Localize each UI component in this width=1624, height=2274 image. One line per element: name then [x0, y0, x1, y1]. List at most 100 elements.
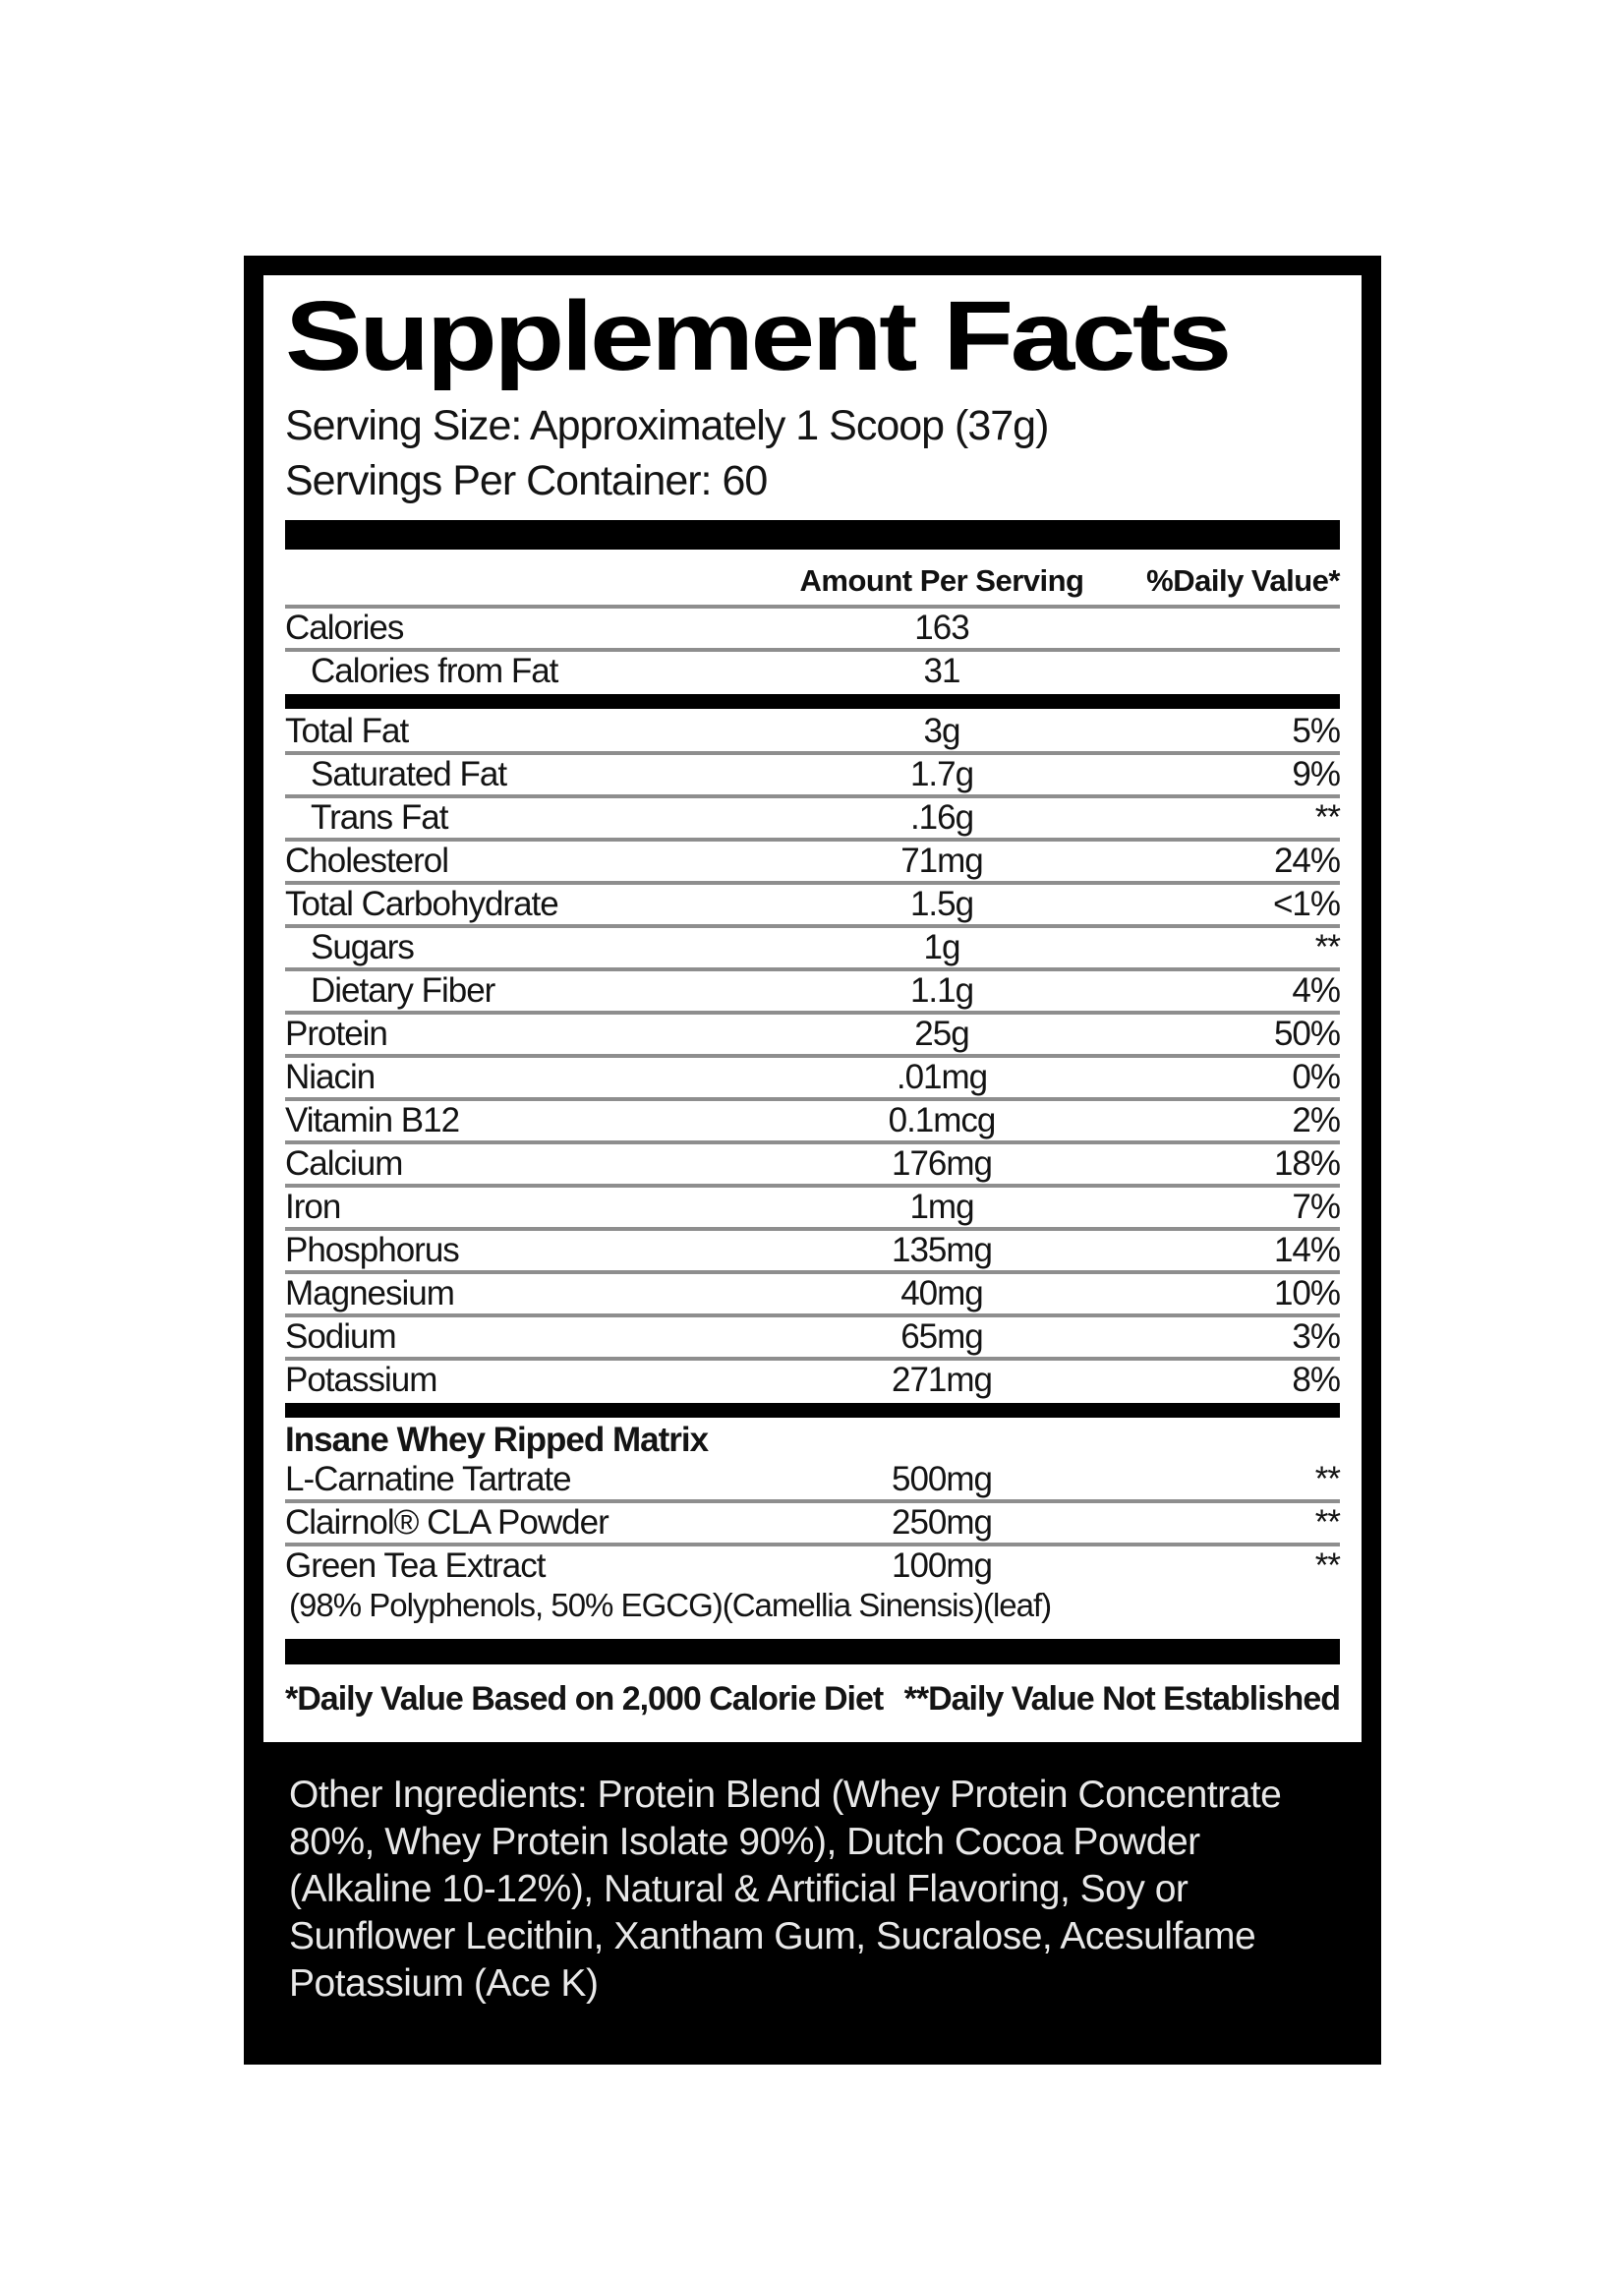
row-name: Vitamin B12: [285, 1101, 460, 1139]
row-amount: 250mg: [891, 1503, 993, 1542]
thick-divider-top: [285, 520, 1340, 550]
row-separator: [285, 1227, 1340, 1231]
table-row: Saturated Fat 1.7g 9%: [285, 755, 1341, 794]
table-row: Green Tea Extract 100mg **: [285, 1546, 1341, 1586]
row-separator: [285, 1054, 1340, 1058]
row-daily-value: <1%: [1272, 885, 1341, 923]
table-row: Magnesium 40mg 10%: [285, 1274, 1341, 1313]
table-row: Total Fat 3g 5%: [285, 712, 1341, 751]
table-row: Protein 25g 50%: [285, 1015, 1341, 1054]
table-row: Phosphorus 135mg 14%: [285, 1231, 1341, 1270]
table-row: Vitamin B12 0.1mcg 2%: [285, 1101, 1341, 1140]
table-row: Potassium 271mg 8%: [285, 1361, 1341, 1400]
row-daily-value: **: [1314, 928, 1341, 966]
row-separator: [285, 967, 1340, 971]
row-separator: [285, 1270, 1340, 1274]
row-separator: [285, 751, 1340, 755]
table-row: Trans Fat .16g **: [285, 798, 1341, 838]
row-name: Potassium: [285, 1361, 437, 1399]
row-separator: [285, 1357, 1340, 1361]
facts-panel: Supplement Facts Serving Size: Approxima…: [263, 275, 1362, 1742]
row-amount: 65mg: [900, 1317, 984, 1356]
supplement-facts-label: Supplement Facts Serving Size: Approxima…: [244, 256, 1381, 2065]
table-row: Iron 1mg 7%: [285, 1188, 1341, 1227]
header-separator: [285, 605, 1340, 609]
row-amount: 1g: [923, 928, 961, 966]
row-amount: 1.7g: [909, 755, 974, 793]
row-amount: 1.5g: [909, 885, 974, 923]
row-daily-value: **: [1314, 798, 1341, 837]
row-amount: 1mg: [909, 1188, 974, 1226]
row-amount: 71mg: [900, 842, 984, 880]
row-amount: 25g: [914, 1015, 969, 1053]
row-daily-value: 5%: [1292, 712, 1341, 750]
nutrition-table-body: Calories 163 Calories from Fat 31 Total …: [285, 609, 1341, 1629]
row-name: Sodium: [285, 1317, 397, 1356]
row-name: Protein: [285, 1015, 388, 1053]
table-row: Total Carbohydrate 1.5g <1%: [285, 885, 1341, 924]
row-daily-value: 24%: [1273, 842, 1341, 880]
table-row: L-Carnatine Tartrate 500mg **: [285, 1460, 1341, 1499]
row-amount: 1.1g: [909, 971, 974, 1010]
row-daily-value: 50%: [1273, 1015, 1341, 1053]
header-amount-per-serving: Amount Per Serving: [799, 563, 1085, 598]
row-daily-value: 7%: [1292, 1188, 1341, 1226]
thick-divider-footnote: [285, 1639, 1340, 1664]
row-amount: 3g: [923, 712, 961, 750]
row-separator: [285, 838, 1340, 842]
row-amount: 176mg: [891, 1144, 993, 1183]
row-separator: [285, 794, 1340, 798]
row-daily-value: 8%: [1292, 1361, 1341, 1399]
table-row: Calories 163: [285, 609, 1340, 648]
row-separator: [285, 1313, 1340, 1317]
row-separator: [285, 881, 1340, 885]
row-name: Calories from Fat: [311, 652, 558, 690]
row-daily-value: **: [1314, 1546, 1341, 1585]
row-amount: .16g: [909, 798, 974, 837]
row-amount: .01mg: [896, 1058, 988, 1096]
row-amount: 135mg: [891, 1231, 993, 1269]
row-daily-value: **: [1314, 1503, 1341, 1542]
table-row: Calcium 176mg 18%: [285, 1144, 1341, 1184]
row-name: Saturated Fat: [311, 755, 507, 793]
row-amount: 100mg: [891, 1546, 993, 1585]
row-separator: [285, 1499, 1340, 1503]
row-separator: [285, 648, 1340, 652]
row-daily-value: 10%: [1273, 1274, 1341, 1312]
row-note: (98% Polyphenols, 50% EGCG)(Camellia Sin…: [289, 1587, 1052, 1623]
row-separator: [285, 924, 1340, 928]
table-row: Niacin .01mg 0%: [285, 1058, 1341, 1097]
serving-size: Serving Size: Approximately 1 Scoop (37g…: [285, 402, 1049, 449]
row-name: Niacin: [285, 1058, 376, 1096]
row-daily-value: 9%: [1292, 755, 1341, 793]
row-separator: [285, 1140, 1340, 1144]
row-name: Cholesterol: [285, 842, 449, 880]
row-amount: 271mg: [891, 1361, 993, 1399]
other-ingredients-text: Other Ingredients: Protein Blend (Whey P…: [289, 1774, 1282, 2005]
table-row: Calories from Fat 31: [285, 652, 1340, 691]
row-separator: [285, 1543, 1340, 1546]
header-daily-value: %Daily Value*: [1146, 563, 1340, 598]
row-name: Sugars: [311, 928, 415, 966]
row-name: L-Carnatine Tartrate: [285, 1460, 572, 1498]
table-row: Sodium 65mg 3%: [285, 1317, 1341, 1357]
row-separator: [285, 1097, 1340, 1101]
row-amount: 163: [914, 609, 969, 647]
row-name: Insane Whey Ripped Matrix: [285, 1421, 709, 1459]
table-row: Dietary Fiber 1.1g 4%: [285, 971, 1341, 1011]
row-daily-value: 18%: [1273, 1144, 1341, 1183]
row-daily-value: 0%: [1292, 1058, 1341, 1096]
row-amount: 0.1mcg: [888, 1101, 997, 1139]
row-name: Magnesium: [285, 1274, 455, 1312]
row-amount: 31: [923, 652, 961, 690]
row-name: Total Fat: [285, 712, 409, 750]
row-daily-value: **: [1314, 1460, 1341, 1498]
table-header-row: Amount Per Serving %Daily Value*: [285, 550, 1341, 605]
label-title: Supplement Facts: [285, 281, 1232, 391]
row-daily-value: 4%: [1292, 971, 1341, 1010]
footnote-not-established: **Daily Value Not Established: [903, 1680, 1341, 1718]
section-divider-bar: [285, 694, 1340, 709]
row-name: Phosphorus: [285, 1231, 460, 1269]
servings-per-container: Servings Per Container: 60: [285, 457, 768, 504]
